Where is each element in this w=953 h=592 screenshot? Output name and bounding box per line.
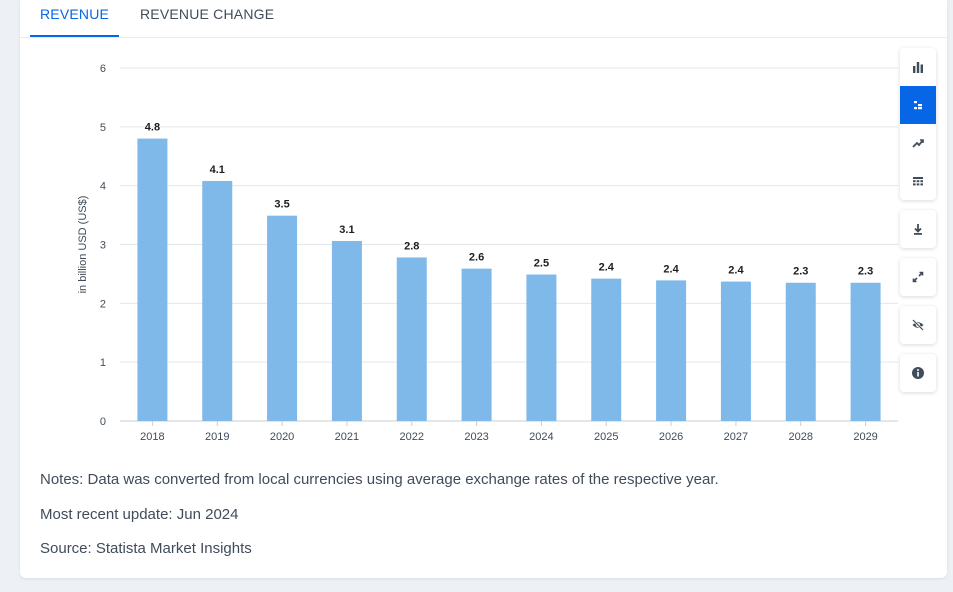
- bar: [591, 278, 622, 421]
- y-tick-label: 3: [100, 240, 106, 252]
- recent-update-text: Most recent update: Jun 2024: [40, 506, 239, 523]
- x-tick-label: 2024: [529, 431, 553, 443]
- x-tick-label: 2028: [789, 431, 813, 443]
- table-button[interactable]: [900, 162, 936, 200]
- bar: [267, 215, 298, 421]
- bar: [137, 138, 168, 421]
- bar: [850, 282, 881, 421]
- data-label: 2.3: [858, 266, 873, 278]
- bar: [202, 180, 233, 421]
- x-tick-label: 2023: [464, 431, 488, 443]
- hide-button[interactable]: [900, 306, 936, 344]
- tab-revenue[interactable]: REVENUE: [30, 6, 120, 37]
- bar: [461, 268, 492, 421]
- x-tick-label: 2029: [853, 431, 877, 443]
- data-label: 3.5: [274, 199, 289, 211]
- info-button[interactable]: [900, 354, 936, 392]
- x-tick-label: 2022: [400, 431, 424, 443]
- x-tick-label: 2021: [335, 431, 359, 443]
- bar: [331, 240, 362, 421]
- x-tick-label: 2026: [659, 431, 683, 443]
- data-label: 2.4: [728, 265, 744, 277]
- x-tick-label: 2018: [140, 431, 164, 443]
- fullscreen-button[interactable]: [900, 258, 936, 296]
- y-tick-label: 4: [100, 181, 106, 193]
- data-label: 2.3: [793, 266, 808, 278]
- line-chart-button[interactable]: [900, 124, 936, 162]
- notes-text: Notes: Data was converted from local cur…: [40, 471, 719, 488]
- chart-type-group: [900, 48, 936, 200]
- download-group: [900, 210, 936, 248]
- data-label: 2.6: [469, 252, 484, 264]
- data-label: 2.8: [404, 240, 419, 252]
- revenue-bar-chart: 0 1 2 3 4 5 6 in billion USD (US$) 4.8 2018 4.1 201…: [77, 63, 898, 443]
- y-tick-label: 1: [100, 357, 106, 369]
- info-icon: [912, 367, 924, 379]
- data-label: 4.1: [210, 164, 225, 176]
- download-button[interactable]: [900, 210, 936, 248]
- bar: [396, 257, 427, 421]
- info-group: [900, 354, 936, 392]
- bar-chart-button[interactable]: [900, 48, 936, 86]
- data-label: 2.4: [663, 263, 679, 275]
- data-label: 2.5: [534, 258, 549, 270]
- x-tick-label: 2025: [594, 431, 618, 443]
- bar: [526, 274, 557, 421]
- y-tick-label: 5: [100, 122, 106, 134]
- tab-bar: REVENUE REVENUE CHANGE: [20, 0, 947, 38]
- data-label: 2.4: [599, 262, 615, 274]
- tab-revenue-change-label: REVENUE CHANGE: [140, 6, 275, 22]
- bar-chart-icon: [913, 62, 923, 73]
- hide-group: [900, 306, 936, 344]
- tab-revenue-label: REVENUE: [40, 6, 110, 22]
- y-tick-label: 6: [100, 63, 106, 75]
- bar: [720, 281, 751, 421]
- horizontal-bar-chart-icon: [914, 101, 922, 110]
- y-tick-label: 2: [100, 298, 106, 310]
- y-axis-label: in billion USD (US$): [77, 196, 89, 294]
- x-tick-label: 2019: [205, 431, 229, 443]
- bar: [656, 280, 687, 421]
- y-tick-label: 0: [100, 416, 106, 428]
- bar: [785, 282, 816, 421]
- table-icon: [913, 177, 923, 186]
- chart-card: REVENUE REVENUE CHANGE 0 1 2 3 4 5 6 in billion…: [20, 0, 947, 578]
- tab-revenue-change[interactable]: REVENUE CHANGE: [140, 6, 274, 36]
- line-chart-icon: [912, 139, 924, 148]
- fullscreen-icon: [912, 271, 924, 283]
- download-icon: [914, 224, 922, 235]
- x-tick-label: 2020: [270, 431, 294, 443]
- horizontal-bar-chart-button[interactable]: [900, 86, 936, 124]
- active-tab-indicator: [30, 35, 120, 37]
- hide-icon: [912, 319, 924, 331]
- fullscreen-group: [900, 258, 936, 296]
- x-tick-label: 2027: [724, 431, 748, 443]
- data-label: 4.8: [145, 122, 160, 134]
- data-label: 3.1: [339, 224, 354, 236]
- source-text: Source: Statista Market Insights: [40, 540, 252, 557]
